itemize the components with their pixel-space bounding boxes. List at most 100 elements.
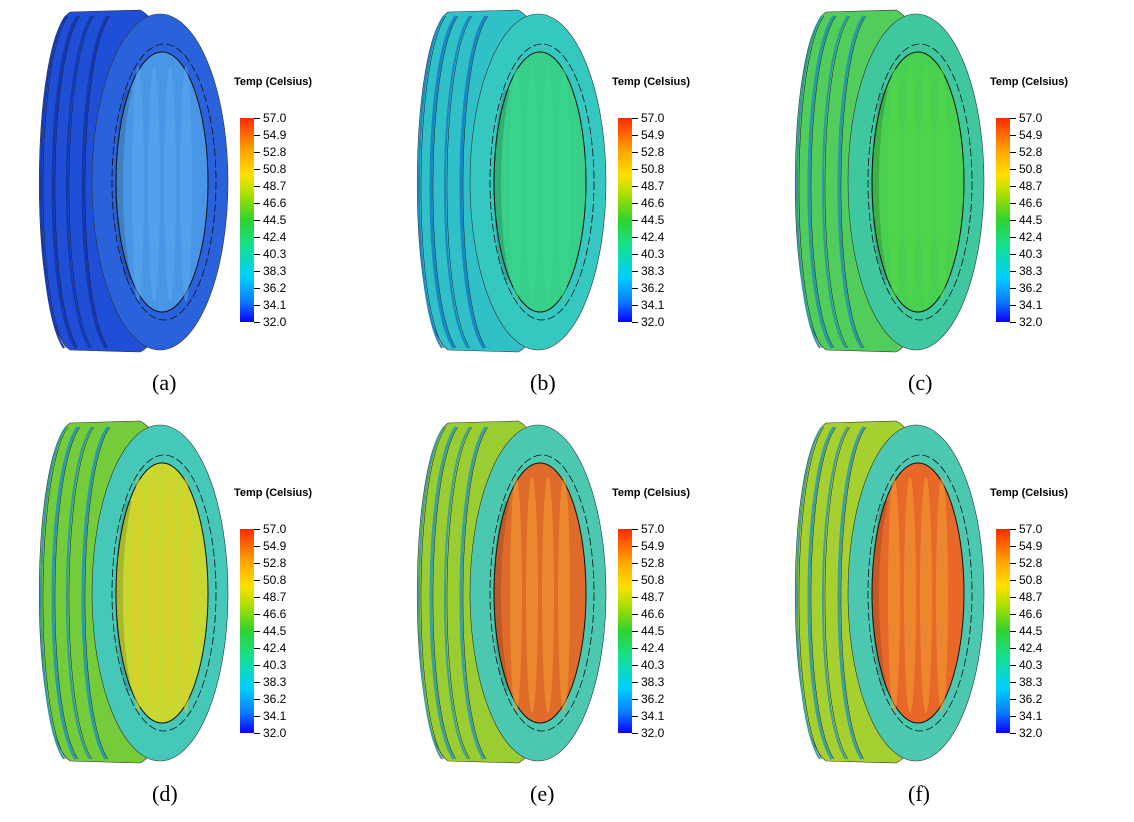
tire-icon [378,0,618,360]
legend-tick-label: 57.0 [632,112,664,124]
legend-tick-label: 54.9 [1010,540,1042,552]
legend-tick-label: 32.0 [632,727,664,739]
panel-f: Temp (Celsius) 57.0 54.9 52.8 50.8 48.7 46.6 44… [756,411,1134,822]
panel-caption: (c) [908,370,932,396]
legend-tick-label: 34.1 [632,299,664,311]
panel-caption: (b) [530,370,556,396]
legend-tick-label: 38.3 [254,676,286,688]
panel-caption: (f) [908,781,930,807]
legend-tick-label: 57.0 [632,523,664,535]
legend-tick-label: 50.8 [1010,163,1042,175]
legend-tick-label: 50.8 [254,163,286,175]
legend-tick-label: 36.2 [632,282,664,294]
legend-tick-label: 32.0 [632,316,664,328]
legend-tick-label: 38.3 [254,265,286,277]
legend-tick-label: 52.8 [1010,146,1042,158]
legend-tick-label: 54.9 [254,129,286,141]
legend-title: Temp (Celsius) [612,487,690,499]
legend-tick-label: 48.7 [632,180,664,192]
legend-tick-label: 34.1 [1010,710,1042,722]
tire-icon [756,0,996,360]
panel-caption: (e) [530,781,554,807]
legend-tick-label: 48.7 [1010,591,1042,603]
legend-tick-label: 36.2 [254,693,286,705]
legend-tick-label: 38.3 [1010,265,1042,277]
legend-title: Temp (Celsius) [612,76,690,88]
tire-icon [0,411,240,771]
panel-c: Temp (Celsius) 57.0 54.9 52.8 50.8 48.7 46.6 44… [756,0,1134,411]
legend-tick-label: 54.9 [254,540,286,552]
legend-tick-label: 44.5 [254,625,286,637]
legend-tick-label: 50.8 [632,574,664,586]
legend-tick-label: 42.4 [1010,231,1042,243]
legend-tick-label: 52.8 [632,146,664,158]
legend-tick-label: 50.8 [254,574,286,586]
legend-tick-label: 42.4 [254,231,286,243]
legend-tick-label: 54.9 [632,129,664,141]
legend-colorbar [618,529,632,733]
legend-title: Temp (Celsius) [234,487,312,499]
legend-tick-label: 38.3 [1010,676,1042,688]
legend-tick-label: 40.3 [1010,659,1042,671]
panel-d: Temp (Celsius) 57.0 54.9 52.8 50.8 48.7 46.6 44… [0,411,378,822]
legend-tick-label: 57.0 [1010,523,1042,535]
legend-tick-label: 32.0 [254,316,286,328]
legend-tick-label: 57.0 [1010,112,1042,124]
legend-colorbar [240,529,254,733]
panel-b: Temp (Celsius) 57.0 54.9 52.8 50.8 48.7 46.6 44… [378,0,756,411]
legend-tick-label: 38.3 [632,265,664,277]
legend-tick-label: 34.1 [254,710,286,722]
legend-tick-label: 57.0 [254,523,286,535]
legend-tick-label: 40.3 [254,248,286,260]
legend-tick-label: 48.7 [632,591,664,603]
legend-tick-label: 36.2 [254,282,286,294]
legend-tick-label: 34.1 [254,299,286,311]
legend-title: Temp (Celsius) [990,76,1068,88]
legend-tick-label: 46.6 [1010,608,1042,620]
legend-tick-label: 50.8 [632,163,664,175]
legend-tick-label: 44.5 [632,625,664,637]
legend-tick-label: 40.3 [632,248,664,260]
legend-tick-label: 52.8 [632,557,664,569]
legend-tick-label: 46.6 [632,197,664,209]
legend-tick-label: 42.4 [254,642,286,654]
legend-tick-label: 34.1 [632,710,664,722]
legend-tick-label: 42.4 [632,231,664,243]
legend-tick-label: 32.0 [1010,316,1042,328]
legend-tick-label: 36.2 [1010,693,1042,705]
legend-tick-label: 42.4 [632,642,664,654]
legend-tick-label: 46.6 [254,197,286,209]
legend-tick-label: 50.8 [1010,574,1042,586]
legend-tick-label: 36.2 [1010,282,1042,294]
legend-colorbar [996,529,1010,733]
legend-tick-label: 44.5 [632,214,664,226]
legend-colorbar [996,118,1010,322]
legend-tick-label: 34.1 [1010,299,1042,311]
legend-tick-label: 52.8 [254,557,286,569]
legend-title: Temp (Celsius) [234,76,312,88]
panel-a: Temp (Celsius) 57.0 54.9 52.8 50.8 48.7 46.6 44… [0,0,378,411]
panel-caption: (a) [152,370,176,396]
legend-tick-label: 36.2 [632,693,664,705]
legend-tick-label: 38.3 [632,676,664,688]
legend-tick-label: 44.5 [1010,214,1042,226]
panel-e: Temp (Celsius) 57.0 54.9 52.8 50.8 48.7 46.6 44… [378,411,756,822]
legend-tick-label: 32.0 [254,727,286,739]
legend-tick-label: 48.7 [254,180,286,192]
legend-tick-label: 54.9 [632,540,664,552]
legend-tick-label: 40.3 [632,659,664,671]
legend-tick-label: 46.6 [1010,197,1042,209]
legend-tick-label: 40.3 [1010,248,1042,260]
legend-tick-label: 40.3 [254,659,286,671]
legend-tick-label: 54.9 [1010,129,1042,141]
legend-colorbar [618,118,632,322]
legend-tick-label: 48.7 [1010,180,1042,192]
legend-tick-label: 46.6 [632,608,664,620]
panel-caption: (d) [152,781,178,807]
legend-tick-label: 42.4 [1010,642,1042,654]
legend-tick-label: 44.5 [1010,625,1042,637]
legend-tick-label: 46.6 [254,608,286,620]
legend-tick-label: 32.0 [1010,727,1042,739]
legend-tick-label: 48.7 [254,591,286,603]
legend-colorbar [240,118,254,322]
